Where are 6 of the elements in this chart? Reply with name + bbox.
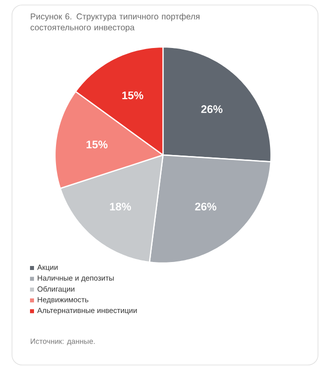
data-label: 26% bbox=[195, 202, 216, 210]
data-label: 26% bbox=[201, 105, 222, 114]
data-label: 15% bbox=[86, 140, 108, 148]
data-label: 18% bbox=[110, 202, 131, 210]
data-label: 15% bbox=[122, 91, 144, 100]
chart-title: Рисунок 6. Структура типичного портфеля состоятельного инвестора bbox=[30, 13, 200, 32]
